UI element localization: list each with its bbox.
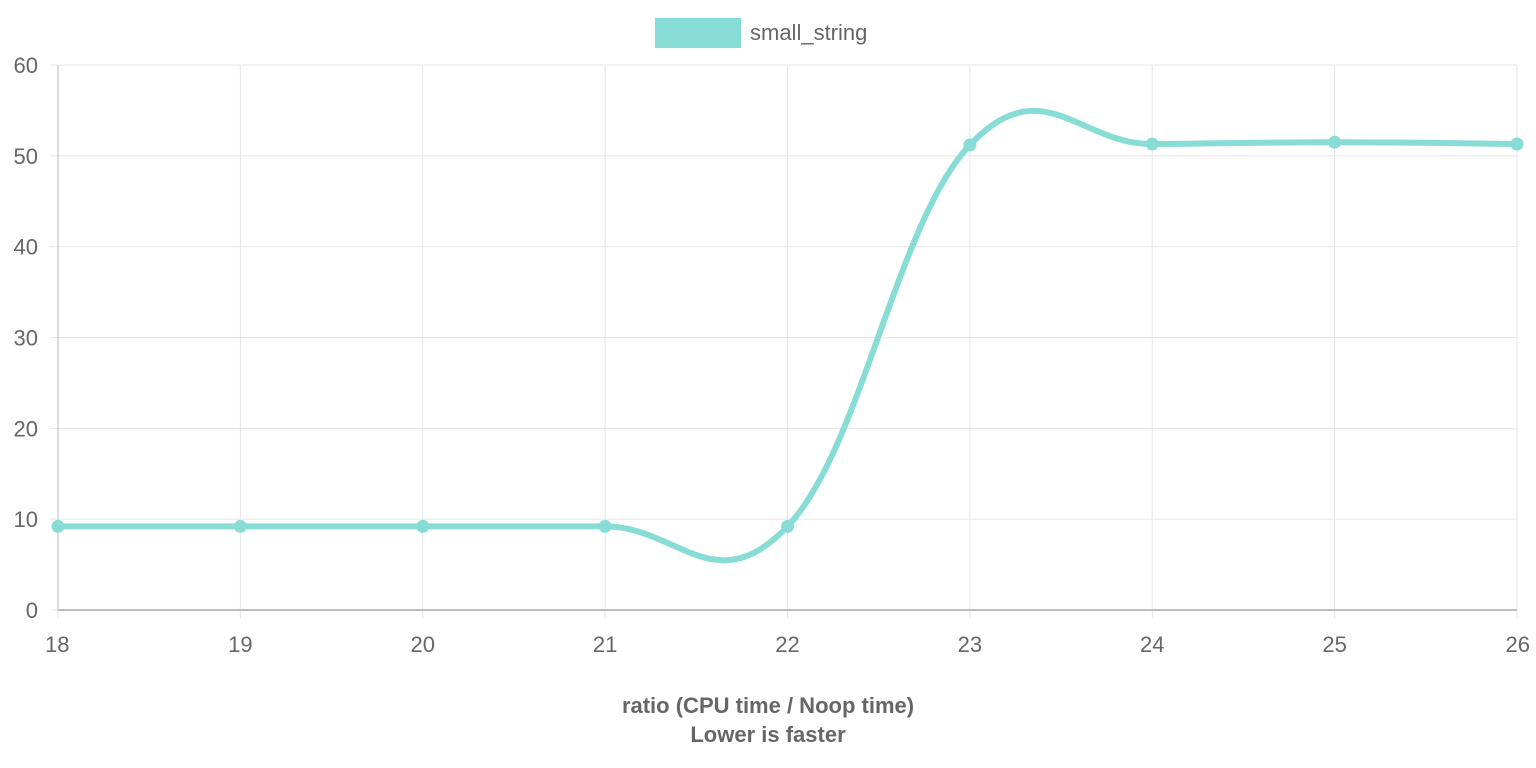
data-point bbox=[416, 519, 430, 533]
x-tick-label: 25 bbox=[1322, 632, 1346, 657]
x-tick-label: 26 bbox=[1506, 632, 1530, 657]
x-tick-label: 24 bbox=[1140, 632, 1164, 657]
data-point bbox=[51, 519, 65, 533]
y-tick-labels: 0 10 20 30 40 50 60 bbox=[14, 53, 38, 623]
data-point bbox=[233, 519, 247, 533]
series-line-small_string bbox=[55, 107, 1520, 564]
data-point bbox=[781, 519, 794, 533]
x-axis-subtitle: Lower is faster bbox=[690, 722, 846, 747]
data-point bbox=[1328, 135, 1342, 149]
x-tick-label: 23 bbox=[958, 632, 982, 657]
data-point bbox=[598, 519, 612, 533]
data-point bbox=[1510, 137, 1524, 151]
data-point bbox=[1145, 137, 1159, 151]
y-tick-label: 60 bbox=[14, 53, 38, 78]
axes bbox=[57, 65, 1517, 611]
x-tick-label: 20 bbox=[411, 632, 435, 657]
x-axis-title: ratio (CPU time / Noop time) bbox=[622, 693, 914, 718]
x-tick-label: 22 bbox=[775, 632, 799, 657]
y-tick-label: 10 bbox=[14, 507, 38, 532]
grid-lines bbox=[50, 64, 1518, 618]
x-tick-labels: 18 19 20 21 22 23 24 25 26 bbox=[45, 632, 1530, 657]
y-tick-label: 30 bbox=[14, 326, 38, 351]
legend-swatch-small-string[interactable] bbox=[655, 18, 741, 48]
y-tick-label: 0 bbox=[26, 598, 38, 623]
legend[interactable]: small_string bbox=[655, 18, 867, 48]
y-tick-label: 50 bbox=[14, 144, 38, 169]
x-tick-label: 21 bbox=[593, 632, 617, 657]
data-point bbox=[963, 138, 977, 152]
legend-label-small-string[interactable]: small_string bbox=[750, 20, 867, 45]
y-tick-label: 40 bbox=[14, 235, 38, 260]
y-tick-label: 20 bbox=[14, 416, 38, 441]
data-points bbox=[51, 135, 1524, 533]
x-tick-label: 18 bbox=[45, 632, 69, 657]
series-lines bbox=[55, 107, 1520, 564]
x-tick-label: 19 bbox=[228, 632, 252, 657]
